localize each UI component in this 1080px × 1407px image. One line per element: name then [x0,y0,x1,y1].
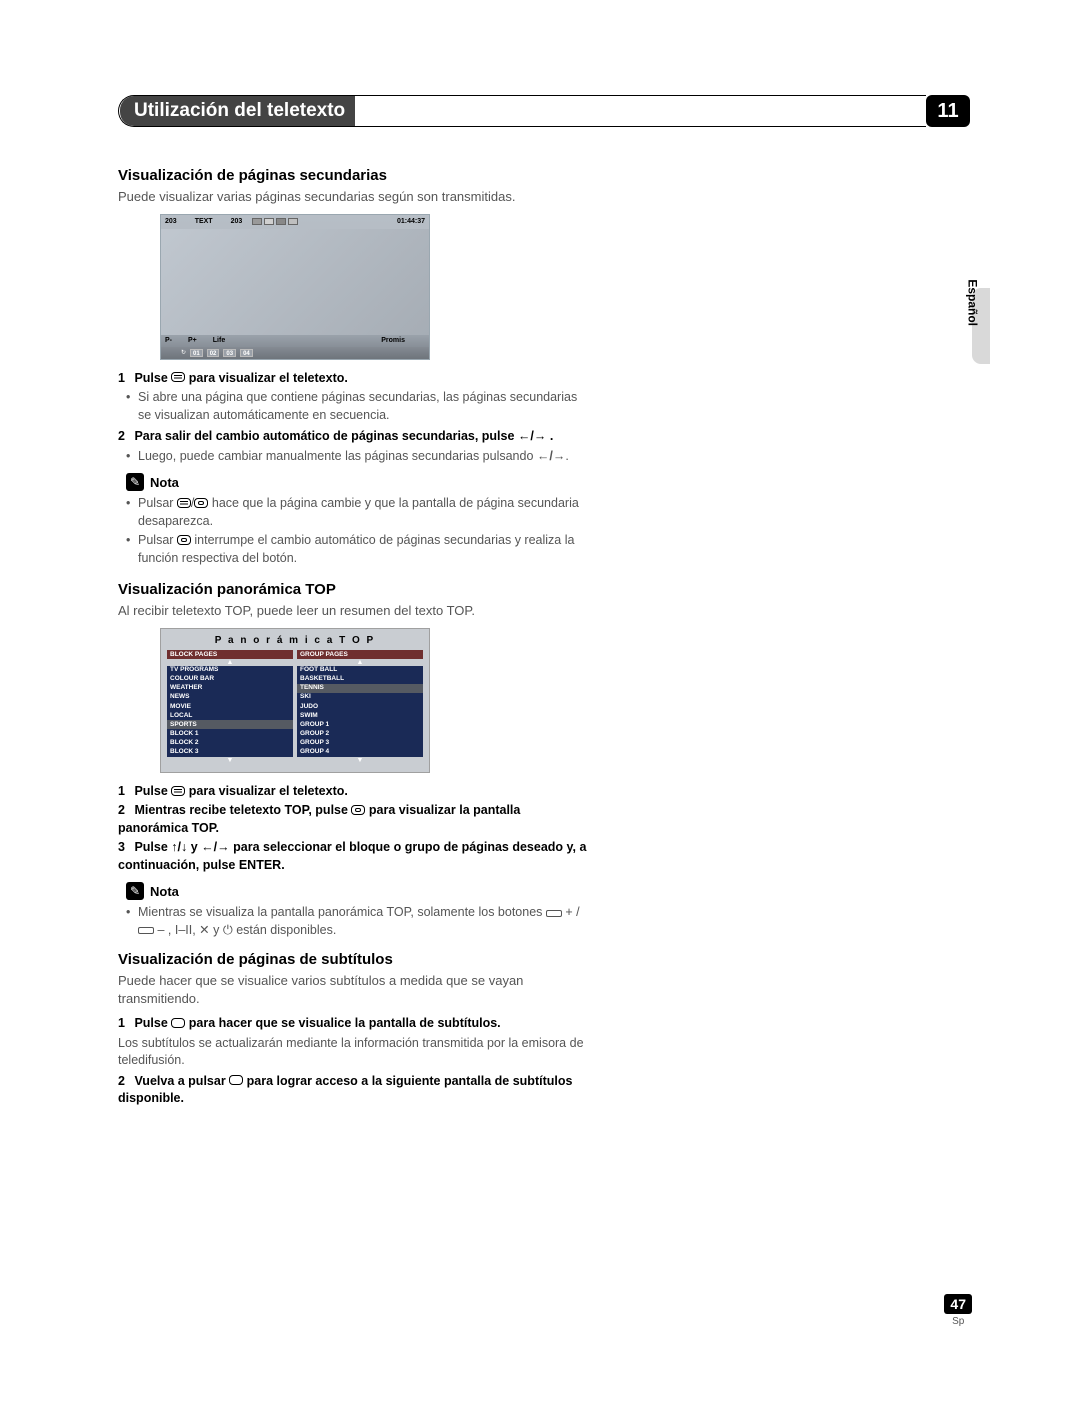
vol-icon [546,910,562,917]
top-overview-screenshot: P a n o r á m i c a T O P BLOCK PAGES ▲ … [160,628,430,773]
tt-pg3: 03 [223,349,236,357]
teletext-icon [171,372,185,382]
language-label: Español [966,279,980,326]
step: 2 Para salir del cambio automático de pá… [118,428,588,446]
tt-pg2: 02 [207,349,220,357]
section-intro: Al recibir teletexto TOP, puede leer un … [118,602,588,620]
step: 2 Vuelva a pulsar para lograr acceso a l… [118,1073,588,1108]
list-item: MOVIE [167,702,293,711]
bullet: Si abre una página que contiene páginas … [118,389,588,424]
tt-pplus: P+ [188,337,197,344]
list-item: BLOCK 3 [167,748,293,757]
chapter-header: Utilización del teletexto 11 [118,95,970,127]
power-icon: ⏻ [223,923,233,937]
step: 1 Pulse para visualizar el teletexto. [118,370,588,388]
vol-icon [138,927,154,934]
up-arrow-icon: ▲ [297,659,423,666]
list-item: LOCAL [167,711,293,720]
pencil-icon: ✎ [126,473,144,491]
teletext-alt-icon [194,498,208,508]
pencil-icon: ✎ [126,882,144,900]
subtitle-icon [229,1075,243,1085]
top-title: P a n o r á m i c a T O P [167,635,423,646]
list-item: GROUP 2 [297,729,423,738]
list-item: BLOCK 1 [167,729,293,738]
bullet: Pulsar / hace que la página cambie y que… [118,495,588,530]
step: 1 Pulse para hacer que se visualice la p… [118,1015,588,1033]
tt-promis: Promis [381,337,405,344]
hold-icon [177,535,191,545]
block-pages-head: BLOCK PAGES [167,650,293,659]
tt-color-bars [252,218,298,225]
info-icon [351,805,365,815]
nota-badge: ✎ Nota [126,473,179,491]
list-item: TV PROGRAMS [167,666,293,675]
tt-time: 01:44:37 [397,218,425,225]
down-arrow-icon: ▼ [297,757,423,764]
chapter-title: Utilización del teletexto [120,96,355,126]
step-body: Los subtítulos se actualizarán mediante … [118,1035,588,1069]
down-arrow-icon: ▼ [167,757,293,764]
chapter-number: 11 [926,95,970,127]
teletext-icon [171,786,185,796]
up-arrow-icon: ▲ [167,659,293,666]
mute-icon: ✕ [199,923,209,937]
section-heading: Visualización de páginas secundarias [118,167,588,184]
tt-life: Life [213,337,225,344]
list-item: BASKETBALL [297,675,423,684]
list-item-selected: SPORTS [167,720,293,729]
step: 1 Pulse para visualizar el teletexto. [118,783,588,801]
group-pages-head: GROUP PAGES [297,650,423,659]
list-item: BLOCK 2 [167,739,293,748]
list-item: GROUP 3 [297,739,423,748]
tt-pg1: 01 [190,349,203,357]
section-intro: Puede visualizar varias páginas secundar… [118,188,588,206]
list-item: NEWS [167,693,293,702]
section-intro: Puede hacer que se visualice varios subt… [118,972,588,1007]
section-heading: Visualización de páginas de subtítulos [118,951,588,968]
tt-text: TEXT [195,218,213,225]
bullet: Luego, puede cambiar manualmente las pág… [118,448,588,466]
list-item-selected: TENNIS [297,684,423,693]
page-number: 47 Sp [944,1294,972,1327]
tt-page-a: 203 [165,218,177,225]
bullet: Pulsar interrumpe el cambio automático d… [118,532,588,567]
list-item: WEATHER [167,684,293,693]
step: 2 Mientras recibe teletexto TOP, pulse p… [118,802,588,837]
tt-pminus: P- [165,337,172,344]
list-item: SWIM [297,711,423,720]
subtitle-icon [171,1018,185,1028]
tt-loop-icon: ↻ [181,349,186,356]
tt-pg4: 04 [240,349,253,357]
tt-page-b: 203 [231,218,243,225]
list-item: SKI [297,693,423,702]
list-item: JUDO [297,702,423,711]
bullet: Mientras se visualiza la pantalla panorá… [118,904,588,939]
teletext-screenshot: 203 TEXT 203 01:44:37 P- P+ Life Promis … [160,214,430,360]
teletext-icon [177,498,191,508]
list-item: GROUP 4 [297,748,423,757]
list-item: GROUP 1 [297,720,423,729]
section-heading: Visualización panorámica TOP [118,581,588,598]
nota-badge: ✎ Nota [126,882,179,900]
list-item: FOOT BALL [297,666,423,675]
step: 3 Pulse ↑/↓ y ←/→ para seleccionar el bl… [118,839,588,874]
list-item: COLOUR BAR [167,675,293,684]
